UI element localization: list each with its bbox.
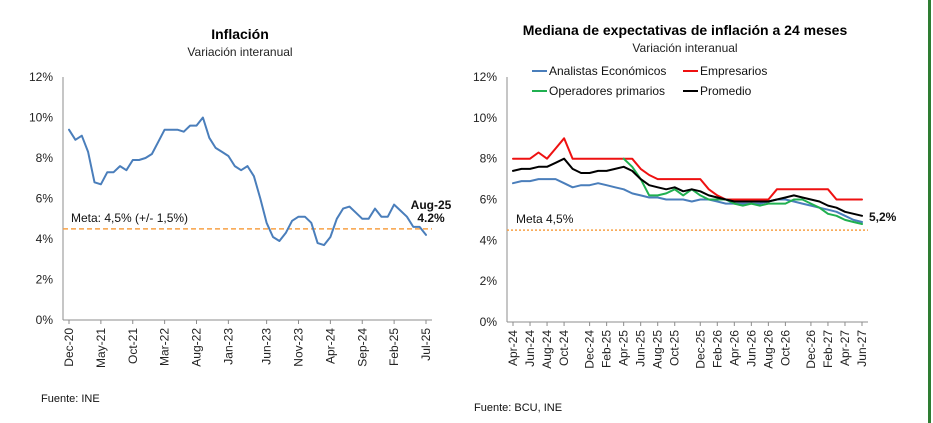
x-tick-label: Dec-26 — [804, 330, 818, 369]
x-tick-label: Jun-23 — [260, 328, 274, 365]
y-tick-label: 6% — [36, 192, 54, 206]
series-line-2 — [622, 157, 863, 225]
x-tick-label: Aug-24 — [540, 330, 554, 369]
chart1-source: Fuente: INE — [41, 393, 100, 405]
x-tick-label: May-21 — [94, 328, 108, 368]
x-tick-label: Oct-21 — [126, 328, 140, 364]
legend-label-0: Analistas Económicos — [549, 64, 666, 78]
x-tick-label: Jul-25 — [419, 328, 433, 361]
y-tick-label: 12% — [473, 70, 497, 84]
x-tick-label: Feb-25 — [600, 330, 614, 368]
x-tick-label: Dec-20 — [62, 328, 76, 367]
x-tick-label: Feb-27 — [821, 330, 835, 368]
chart2-title: Mediana de expectativas de inflación a 2… — [523, 22, 848, 38]
x-tick-label: Aug-26 — [761, 330, 775, 369]
expectations-chart: Mediana de expectativas de inflación a 2… — [473, 22, 897, 414]
annotation-value-label: 4.2% — [417, 211, 445, 225]
chart1-subtitle: Variación interanual — [187, 45, 292, 59]
x-tick-label: Sep-24 — [355, 328, 369, 367]
y-tick-label: 0% — [480, 315, 498, 329]
promedio-end-label: 5,2% — [869, 210, 897, 224]
x-tick-label: Apr-27 — [838, 330, 852, 366]
y-tick-label: 0% — [36, 313, 54, 327]
x-tick-label: Nov-23 — [292, 328, 306, 367]
series-line-0 — [68, 116, 427, 247]
annotation-date-label: Aug-25 — [411, 198, 452, 212]
x-tick-label: Mar-22 — [158, 328, 172, 366]
x-tick-label: Jan-23 — [221, 328, 235, 365]
x-tick-label: Oct-25 — [668, 330, 682, 366]
y-tick-label: 10% — [29, 111, 53, 125]
x-tick-label: Dec-24 — [583, 330, 597, 369]
series-line-0 — [512, 178, 863, 223]
series-line-1 — [512, 137, 863, 201]
chart2-subtitle: Variación interanual — [632, 41, 737, 55]
x-tick-label: Jun-25 — [634, 330, 648, 367]
x-tick-label: Jun-24 — [523, 330, 537, 367]
legend-label-2: Operadores primarios — [549, 84, 665, 98]
x-tick-label: Jun-26 — [744, 330, 758, 367]
x-tick-label: Apr-25 — [617, 330, 631, 366]
inflation-chart: Inflación Variación interanual Fuente: I… — [29, 26, 452, 405]
x-tick-label: Apr-24 — [323, 328, 337, 364]
reference-label: Meta 4,5% — [516, 212, 574, 226]
y-tick-label: 4% — [36, 232, 54, 246]
legend-label-3: Promedio — [700, 84, 752, 98]
chart1-title: Inflación — [211, 26, 269, 42]
x-tick-label: Oct-24 — [557, 330, 571, 366]
x-tick-label: Dec-25 — [693, 330, 707, 369]
x-tick-label: Oct-26 — [778, 330, 792, 366]
x-tick-label: Apr-26 — [727, 330, 741, 366]
x-tick-label: Feb-26 — [710, 330, 724, 368]
y-tick-label: 6% — [480, 193, 498, 207]
right-edge-bar — [928, 0, 931, 423]
reference-label: Meta: 4,5% (+/- 1,5%) — [71, 211, 188, 225]
x-tick-label: Aug-25 — [651, 330, 665, 369]
y-tick-label: 2% — [480, 274, 498, 288]
chart2-source: Fuente: BCU, INE — [474, 402, 562, 414]
y-tick-label: 12% — [29, 70, 53, 84]
legend-label-1: Empresarios — [700, 64, 767, 78]
y-tick-label: 10% — [473, 111, 497, 125]
y-tick-label: 8% — [480, 152, 498, 166]
y-tick-label: 8% — [36, 151, 54, 165]
y-tick-label: 4% — [480, 233, 498, 247]
x-tick-label: Apr-24 — [506, 330, 520, 366]
y-tick-label: 2% — [36, 273, 54, 287]
x-tick-label: Aug-22 — [190, 328, 204, 367]
x-tick-label: Jun-27 — [855, 330, 869, 367]
x-tick-label: Feb-25 — [387, 328, 401, 366]
series-line-3 — [512, 157, 863, 217]
